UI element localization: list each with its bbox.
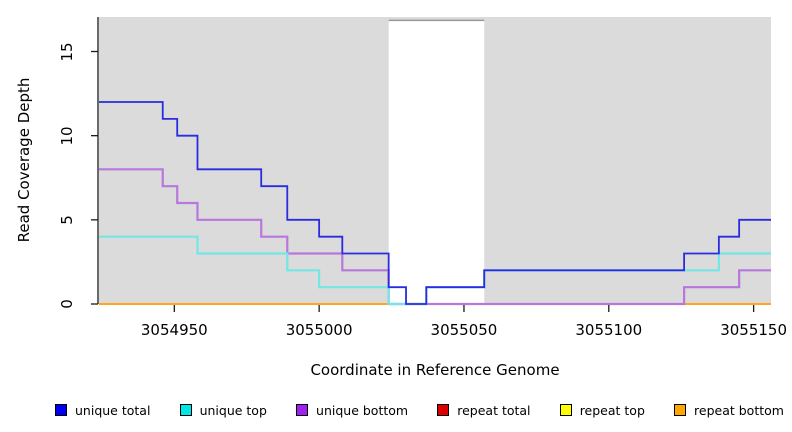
legend-label: unique bottom [316,402,409,418]
legend-item-unique-bottom: unique bottom [296,403,408,418]
legend-item-unique-total: unique total [55,403,150,418]
legend-label: repeat top [579,402,645,418]
legend-label: unique total [75,402,151,418]
x-tick-label-3055050: 3055050 [430,321,498,339]
repeat-bottom-swatch-icon [674,404,687,416]
legend-label: repeat total [457,402,531,418]
unique-top-swatch-icon [179,404,192,416]
y-tick-label-10: 10 [58,126,76,146]
legend: unique total unique top unique bottom re… [55,399,784,421]
repeat-total-swatch-icon [437,404,450,416]
legend-item-unique-top: unique top [179,402,267,418]
legend-item-repeat-top: repeat top [559,402,645,418]
y-tick-label-15: 15 [58,41,76,62]
y-tick-label-0: 0 [58,299,76,309]
x-tick-label-3055000: 3055000 [285,321,353,339]
y-tick-label-5: 5 [58,215,76,225]
x-axis-title: Coordinate in Reference Genome [310,361,560,379]
y-axis-title: Read Coverage Depth [15,77,33,243]
x-tick-label-3055100: 3055100 [575,321,643,339]
legend-item-repeat-total: repeat total [437,402,531,418]
legend-item-repeat-bottom: repeat bottom [674,403,784,418]
unique-total-swatch-icon [55,404,67,416]
repeat-top-swatch-icon [559,404,572,416]
unique-bottom-swatch-icon [296,404,309,416]
x-tick-label-3054950: 3054950 [140,321,208,339]
x-tick-label-3055150: 3055150 [720,321,788,339]
legend-label: unique top [199,402,267,418]
legend-label: repeat bottom [694,402,784,418]
